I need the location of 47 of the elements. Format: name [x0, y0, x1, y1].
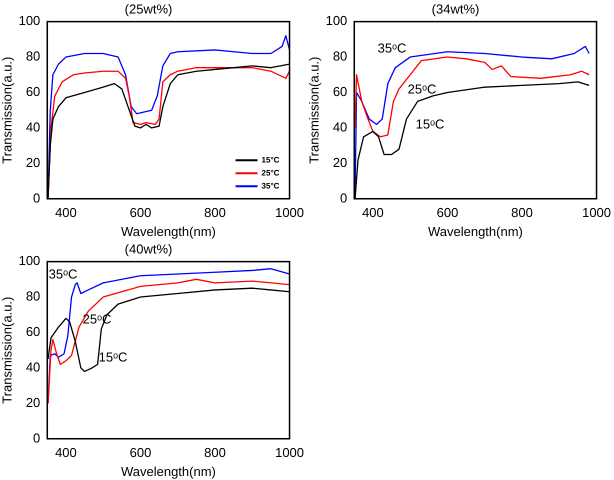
y-tick-label: 100: [18, 253, 40, 268]
y-tick-label: 40: [26, 360, 40, 374]
y-tick-label: 60: [332, 84, 348, 100]
x-axis-title: Wavelength(nm): [120, 464, 216, 479]
x-tick-label: 800: [204, 205, 226, 220]
series-label: 25ᵒC: [408, 82, 436, 97]
x-tick-label: 400: [55, 445, 77, 460]
y-tick-label: 0: [33, 190, 40, 206]
y-tick-label: 100: [326, 13, 348, 28]
x-tick-label: 600: [130, 205, 152, 220]
y-tick-label: 20: [26, 394, 40, 410]
x-tick-label: 800: [511, 205, 533, 220]
series-label: 15ᵒC: [416, 116, 444, 132]
y-tick-label: 60: [26, 84, 40, 100]
series-label: 35ᵒC: [48, 266, 78, 282]
y-tick-label: 20: [26, 154, 40, 170]
x-tick-label: 600: [436, 205, 458, 220]
series-label: 35ᵒC: [378, 40, 406, 56]
legend-label: 35°C: [262, 182, 280, 191]
x-tick-label: 1000: [275, 445, 304, 460]
x-axis-title: Wavelength(nm): [120, 224, 216, 239]
y-axis-title: Transmission(a.u.): [0, 56, 14, 164]
x-tick-label: 1000: [582, 205, 611, 220]
chart-title: (34wt%): [432, 1, 480, 16]
series-label: 15ᵒC: [98, 350, 128, 365]
x-tick-label: 800: [204, 445, 226, 460]
y-tick-label: 40: [332, 120, 348, 134]
legend-label: 25°C: [262, 168, 280, 178]
y-tick-label: 0: [33, 430, 40, 446]
y-tick-label: 80: [26, 48, 40, 64]
legend-label: 15°C: [262, 156, 280, 165]
x-tick-label: 400: [362, 205, 384, 220]
y-tick-label: 20: [332, 154, 348, 170]
y-tick-label: 60: [26, 324, 40, 340]
y-axis-title: Transmission(a.u.): [0, 296, 14, 404]
chart-title: (25wt%): [124, 1, 172, 16]
x-tick-label: 600: [130, 445, 152, 460]
y-tick-label: 100: [18, 13, 40, 28]
y-tick-label: 80: [332, 48, 348, 64]
chart-title: (40wt%): [124, 241, 172, 256]
x-tick-label: 400: [55, 205, 77, 220]
y-tick-label: 80: [26, 288, 40, 304]
y-tick-label: 0: [340, 190, 348, 206]
x-axis-title: Wavelength(nm): [428, 224, 523, 239]
y-tick-label: 40: [26, 120, 40, 134]
x-tick-label: 1000: [275, 205, 304, 220]
y-axis-title: Transmission(a.u.): [306, 56, 322, 164]
